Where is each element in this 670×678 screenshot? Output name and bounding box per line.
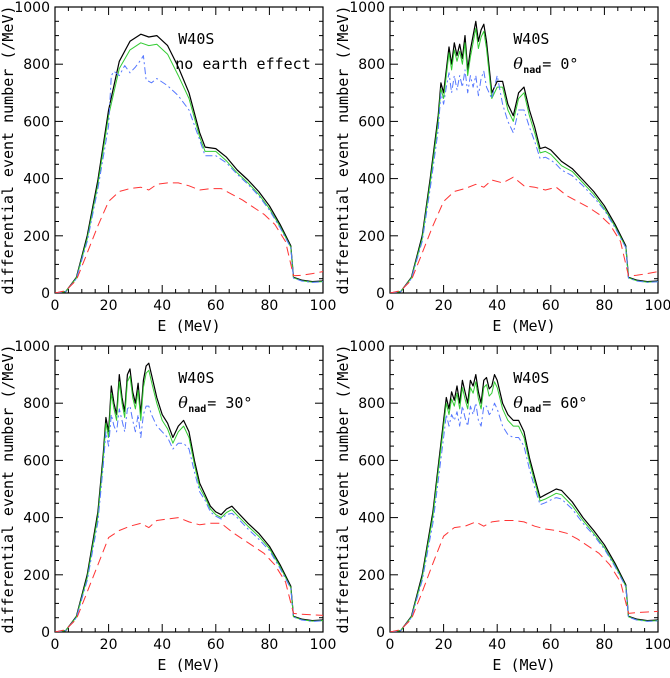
y-tick-label: 0 xyxy=(376,625,385,641)
x-tick-label: 40 xyxy=(153,637,171,653)
x-tick-label: 60 xyxy=(542,637,560,653)
plot-frame xyxy=(54,6,324,294)
series-line-green-solid xyxy=(390,27,658,293)
annotation-theta-subscript: nad xyxy=(523,65,541,76)
y-tick-label: 200 xyxy=(23,229,50,245)
x-tick-label: 80 xyxy=(595,298,613,314)
x-tick-label: 20 xyxy=(435,637,453,653)
series-line-blue-dashdot xyxy=(55,55,323,293)
y-tick-label: 200 xyxy=(23,568,50,584)
x-tick-label: 20 xyxy=(100,298,118,314)
annotation-model: W40S xyxy=(178,30,214,48)
x-tick-label: 0 xyxy=(51,298,60,314)
x-tick-label: 0 xyxy=(386,298,395,314)
x-tick-label: 100 xyxy=(310,298,337,314)
x-tick-label: 0 xyxy=(386,637,395,653)
annotation-theta: θ xyxy=(178,393,188,412)
annotation-theta: θ xyxy=(513,393,523,412)
x-tick-label: 60 xyxy=(542,298,560,314)
y-tick-label: 800 xyxy=(358,396,385,412)
x-axis-label: E (MeV) xyxy=(492,317,555,335)
annotation-model: W40S xyxy=(513,369,549,387)
y-tick-label: 600 xyxy=(23,453,50,469)
annotation-note: no earth effect xyxy=(175,55,310,73)
x-tick-label: 100 xyxy=(310,637,337,653)
x-tick-label: 40 xyxy=(153,298,171,314)
series-line-red-dashed xyxy=(55,182,323,293)
x-tick-label: 60 xyxy=(207,637,225,653)
series-line-red-dashed xyxy=(390,520,658,632)
x-tick-label: 100 xyxy=(645,298,670,314)
y-tick-label: 400 xyxy=(358,511,385,527)
annotation-model: W40S xyxy=(178,369,214,387)
y-tick-label: 400 xyxy=(358,172,385,188)
x-tick-label: 80 xyxy=(260,298,278,314)
x-tick-label: 80 xyxy=(595,637,613,653)
series-line-red-dashed xyxy=(390,176,658,293)
series-line-black-solid xyxy=(55,362,323,632)
y-tick-label: 1000 xyxy=(14,0,50,16)
y-tick-label: 1000 xyxy=(349,339,385,355)
y-tick-label: 0 xyxy=(41,286,50,302)
y-tick-label: 200 xyxy=(358,568,385,584)
y-tick-label: 600 xyxy=(358,114,385,130)
y-tick-label: 800 xyxy=(358,57,385,73)
x-axis-label: E (MeV) xyxy=(157,317,220,335)
series-line-green-solid xyxy=(55,42,323,293)
annotation-model: W40S xyxy=(513,30,549,48)
y-axis-label: differential event number (/MeV) xyxy=(0,345,17,634)
x-tick-label: 0 xyxy=(51,637,60,653)
series-line-black-solid xyxy=(390,373,658,632)
y-tick-label: 400 xyxy=(23,172,50,188)
annotation-theta-subscript: nad xyxy=(188,404,206,415)
x-tick-label: 100 xyxy=(645,637,670,653)
y-tick-label: 1000 xyxy=(14,339,50,355)
x-tick-label: 20 xyxy=(100,637,118,653)
series-line-black-solid xyxy=(55,33,323,293)
y-tick-label: 400 xyxy=(23,511,50,527)
y-tick-label: 600 xyxy=(23,114,50,130)
y-tick-label: 0 xyxy=(376,286,385,302)
series-line-green-solid xyxy=(55,369,323,632)
annotation-theta: θ xyxy=(513,54,523,73)
x-axis-label: E (MeV) xyxy=(157,656,220,674)
y-axis-label: differential event number (/MeV) xyxy=(334,6,352,295)
y-tick-label: 800 xyxy=(23,396,50,412)
series-line-red-dashed xyxy=(55,517,323,632)
y-axis-label: differential event number (/MeV) xyxy=(334,345,352,634)
annotation-angle-value: = 0° xyxy=(542,55,578,73)
x-axis-label: E (MeV) xyxy=(492,656,555,674)
y-tick-label: 200 xyxy=(358,229,385,245)
plot-frame xyxy=(389,6,659,294)
series-line-black-solid xyxy=(390,20,658,293)
series-line-blue-dashdot xyxy=(390,69,658,293)
x-tick-label: 80 xyxy=(260,637,278,653)
y-tick-label: 800 xyxy=(23,57,50,73)
annotation-theta-subscript: nad xyxy=(523,404,541,415)
series-line-blue-dashdot xyxy=(55,405,323,632)
y-tick-label: 1000 xyxy=(349,0,385,16)
series-line-green-solid xyxy=(390,381,658,632)
y-tick-label: 600 xyxy=(358,453,385,469)
y-tick-label: 0 xyxy=(41,625,50,641)
plot-frame xyxy=(54,345,324,633)
annotation-angle-value: = 60° xyxy=(542,394,587,412)
x-tick-label: 60 xyxy=(207,298,225,314)
x-tick-label: 40 xyxy=(488,637,506,653)
y-axis-label: differential event number (/MeV) xyxy=(0,6,17,295)
annotation-angle-value: = 30° xyxy=(207,394,252,412)
series-line-blue-dashdot xyxy=(390,402,658,632)
x-tick-label: 20 xyxy=(435,298,453,314)
plot-frame xyxy=(389,345,659,633)
x-tick-label: 40 xyxy=(488,298,506,314)
